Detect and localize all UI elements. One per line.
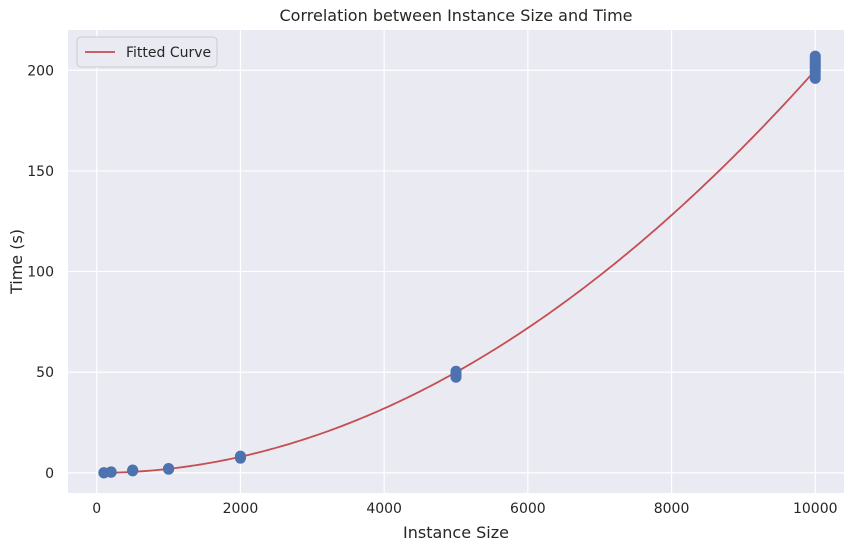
scatter-point [127, 464, 139, 476]
y-axis-label: Time (s) [7, 229, 26, 295]
y-tick-label: 100 [27, 265, 54, 281]
legend: Fitted Curve [76, 36, 218, 68]
legend-box [76, 36, 218, 68]
x-tick-label: 6000 [510, 501, 546, 517]
legend-label-fitted-curve: Fitted Curve [126, 45, 211, 61]
scatter-point [234, 450, 246, 462]
x-tick-label: 10000 [793, 501, 838, 517]
y-tick-label: 50 [36, 365, 54, 381]
y-tick-label: 0 [45, 466, 54, 482]
x-tick-label: 2000 [223, 501, 259, 517]
y-tick-label: 200 [27, 63, 54, 79]
tick-labels: 0 2000 4000 6000 8000 10000 0 50 100 150 200 [27, 63, 837, 517]
y-tick-label: 150 [27, 164, 54, 180]
scatter-point [450, 365, 462, 377]
chart-title: Correlation between Instance Size and Ti… [280, 6, 633, 25]
x-tick-label: 4000 [366, 501, 402, 517]
x-axis-label: Instance Size [403, 523, 509, 542]
grid [68, 30, 844, 493]
x-tick-label: 8000 [654, 501, 690, 517]
scatter-point [809, 50, 821, 62]
scatter-points [98, 50, 821, 479]
plot-area [68, 30, 844, 493]
scatter-point [163, 462, 175, 474]
scatter-point [105, 466, 117, 478]
x-tick-label: 0 [92, 501, 101, 517]
